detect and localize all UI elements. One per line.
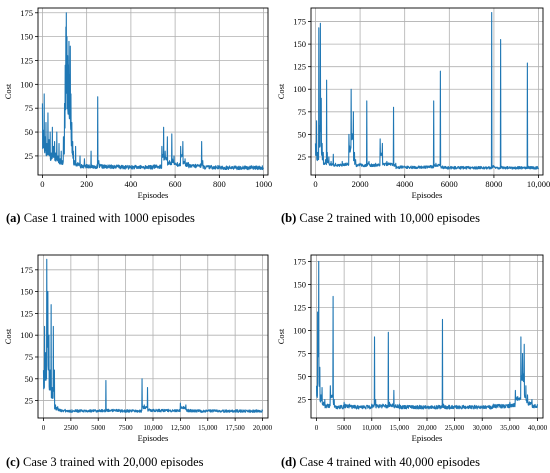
y-axis-label: Cost: [3, 328, 13, 344]
y-tick-label: 50: [25, 127, 34, 137]
x-tick-label: 0: [40, 179, 44, 189]
cost-series-line: [42, 258, 264, 413]
x-tick-label: 15,000: [390, 424, 410, 432]
caption-letter: (d): [281, 455, 297, 469]
y-tick-label: 50: [298, 372, 307, 382]
plot-frame: [310, 7, 544, 176]
y-tick-label: 25: [298, 395, 307, 405]
caption-text: Case 1 trained with 1000 episodes: [23, 211, 195, 225]
x-axis-label: Episodes: [138, 433, 169, 443]
y-tick-label: 100: [293, 326, 306, 336]
y-tick-label: 150: [293, 279, 306, 289]
line-chart-a: 0 200 400 600 800 1000 25 50 75 100 125 150 175 Episo…: [3, 7, 272, 200]
caption-text: Case 2 trained with 10,000 episodes: [299, 211, 480, 225]
chart-panel-a: 0 200 400 600 800 1000 25 50 75 100 125 150 175 Episo…: [0, 0, 275, 236]
line-chart-d: 0 5000 10,000 15,000 20,000 25,000 30,000 35,00…: [276, 254, 548, 443]
cost-series-line: [314, 11, 539, 170]
cost-series-line: [41, 12, 264, 171]
y-axis-label: Cost: [3, 83, 13, 99]
y-tick-label: 50: [298, 129, 307, 139]
y-tick-label: 175: [293, 256, 306, 266]
x-tick-label: 800: [213, 179, 226, 189]
y-tick-label: 25: [25, 151, 34, 161]
y-tick-label: 125: [20, 308, 33, 318]
y-tick-label: 150: [20, 32, 33, 42]
x-tick-label: 0: [315, 424, 319, 432]
chart-caption-c: (c) Case 3 trained with 20,000 episodes: [6, 455, 204, 470]
x-tick-label: 7500: [119, 424, 134, 432]
y-tick-label: 125: [293, 62, 306, 72]
chart-caption-d: (d) Case 4 trained with 40,000 episodes: [281, 455, 480, 470]
x-tick-label: 4000: [396, 179, 413, 189]
x-tick-label: 17,500: [226, 424, 246, 432]
y-tick-label: 100: [293, 84, 306, 94]
cost-series-line: [315, 260, 539, 410]
y-axis-label: Cost: [276, 328, 286, 344]
y-tick-label: 150: [293, 39, 306, 49]
x-axis-label: Episodes: [412, 190, 443, 200]
y-tick-label: 50: [25, 374, 34, 384]
plot-frame: [37, 7, 269, 176]
y-tick-label: 175: [293, 17, 306, 27]
x-tick-label: 12,500: [171, 424, 191, 432]
x-tick-label: 2500: [64, 424, 79, 432]
y-tick-label: 125: [293, 302, 306, 312]
y-tick-label: 150: [20, 287, 33, 297]
x-tick-label: 10,000: [362, 424, 382, 432]
x-tick-label: 25,000: [445, 424, 465, 432]
x-tick-label: 600: [169, 179, 182, 189]
x-tick-label: 200: [80, 179, 93, 189]
line-chart-b: 0 2000 4000 6000 8000 10,000 25 50 75 100 125 150 17…: [276, 7, 550, 200]
x-tick-label: 0: [42, 424, 46, 432]
chart-caption-a: (a) Case 1 trained with 1000 episodes: [6, 211, 195, 226]
chart-panel-d: 0 5000 10,000 15,000 20,000 25,000 30,000 35,00…: [275, 236, 550, 472]
x-tick-label: 400: [125, 179, 138, 189]
x-tick-label: 10,000: [143, 424, 163, 432]
x-tick-label: 20,000: [417, 424, 437, 432]
x-tick-label: 1000: [255, 179, 272, 189]
chart-panel-b: 0 2000 4000 6000 8000 10,000 25 50 75 100 125 150 17…: [275, 0, 550, 236]
x-tick-label: 8000: [485, 179, 502, 189]
chart-panel-c: 0 2500 5000 7500 10,000 12,500 15,000 17,500 20,…: [0, 236, 275, 472]
y-tick-label: 125: [20, 55, 33, 65]
x-tick-label: 5000: [337, 424, 352, 432]
y-tick-label: 25: [25, 396, 34, 406]
x-tick-label: 2000: [352, 179, 369, 189]
y-tick-label: 100: [20, 79, 33, 89]
x-axis-label: Episodes: [138, 190, 169, 200]
chart-caption-b: (b) Case 2 trained with 10,000 episodes: [281, 211, 480, 226]
x-tick-label: 5000: [91, 424, 106, 432]
x-tick-label: 15,000: [198, 424, 218, 432]
y-tick-label: 100: [20, 330, 33, 340]
x-tick-label: 0: [313, 179, 317, 189]
x-tick-label: 6000: [441, 179, 458, 189]
y-axis-label: Cost: [276, 83, 286, 99]
y-tick-label: 175: [20, 265, 33, 275]
y-tick-label: 75: [25, 103, 34, 113]
line-chart-c: 0 2500 5000 7500 10,000 12,500 15,000 17,500 20,…: [3, 254, 273, 443]
x-tick-label: 30,000: [473, 424, 493, 432]
y-tick-label: 75: [25, 352, 34, 362]
y-tick-label: 75: [298, 349, 307, 359]
caption-letter: (c): [6, 455, 20, 469]
x-tick-label: 35,000: [500, 424, 520, 432]
x-tick-label: 10,000: [527, 179, 550, 189]
x-tick-label: 40,000: [528, 424, 548, 432]
x-tick-label: 20,000: [253, 424, 273, 432]
x-axis-label: Episodes: [412, 433, 443, 443]
caption-text: Case 4 trained with 40,000 episodes: [299, 455, 480, 469]
caption-text: Case 3 trained with 20,000 episodes: [23, 455, 204, 469]
caption-letter: (b): [281, 211, 297, 225]
y-tick-label: 75: [298, 107, 307, 117]
y-tick-label: 25: [298, 152, 307, 162]
y-tick-label: 175: [20, 8, 33, 18]
caption-letter: (a): [6, 211, 21, 225]
